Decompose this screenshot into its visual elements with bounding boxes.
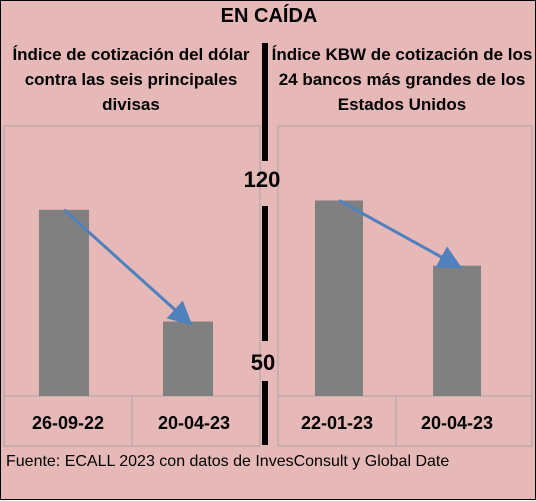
- infographic-title: EN CAÍDA: [220, 5, 318, 27]
- left-category-label-2: 20-04-23: [158, 413, 230, 433]
- right-chart-title: Índice KBW de cotización de los 24 banco…: [271, 45, 533, 114]
- axis-tick-50: 50: [251, 350, 275, 375]
- left-chart-title: Índice de cotización del dólar contra la…: [12, 45, 250, 114]
- right-category-label-1: 22-01-23: [301, 413, 373, 433]
- right-bar-1: [315, 200, 363, 396]
- left-bar-1: [39, 209, 89, 396]
- left-category-label-1: 26-09-22: [32, 413, 104, 433]
- source-note: Fuente: ECALL 2023 con datos de InvesCon…: [6, 453, 450, 470]
- right-trend-arrow: [338, 199, 463, 269]
- right-category-label-2: 20-04-23: [421, 413, 493, 433]
- right-bar-2: [433, 265, 481, 396]
- right-axis-box: [277, 395, 533, 447]
- left-bar-2: [163, 321, 213, 396]
- left-trend-arrow: [62, 208, 193, 326]
- axis-tick-120: 120: [244, 167, 281, 192]
